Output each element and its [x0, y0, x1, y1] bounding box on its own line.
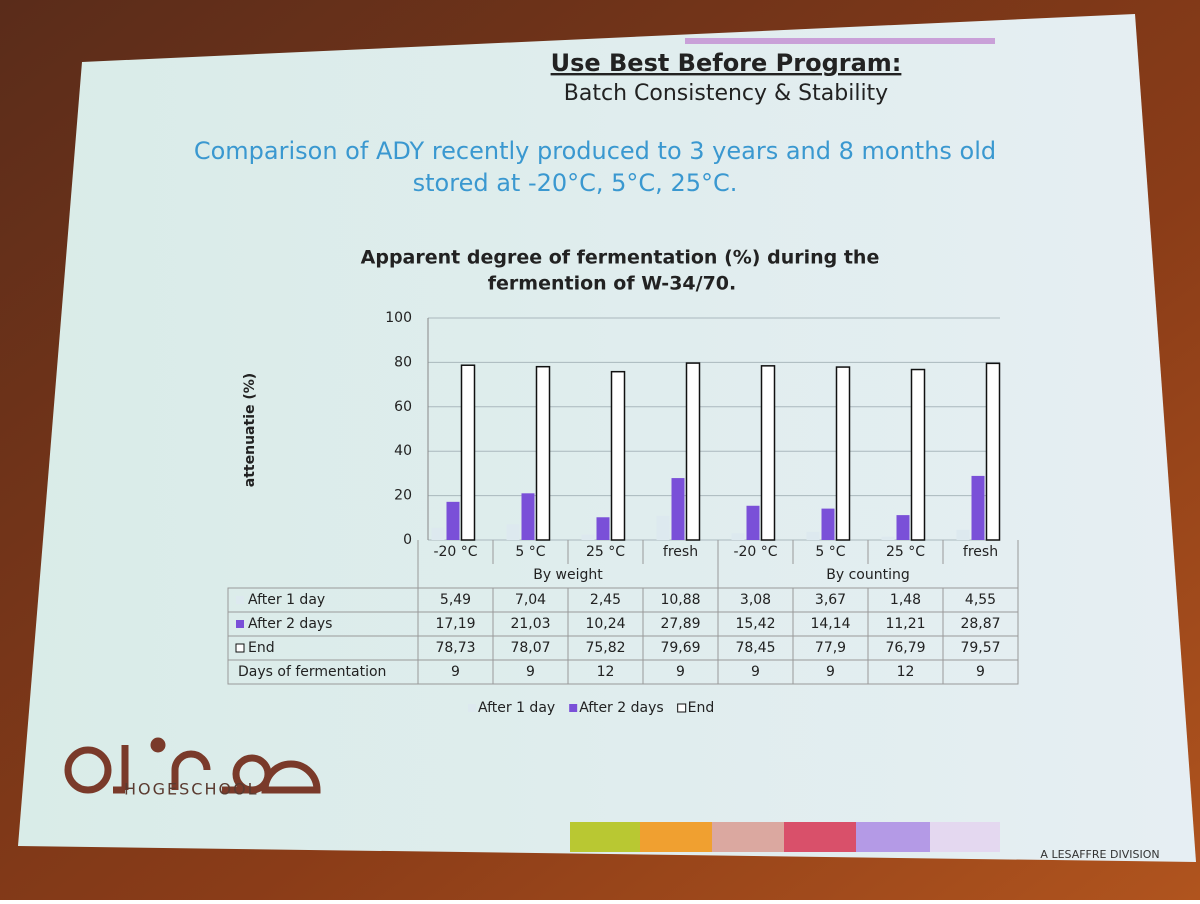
y-axis-label: attenuatie (%) — [242, 373, 258, 487]
x-tick-label: -20 °C — [433, 544, 477, 560]
group-label: By counting — [826, 567, 910, 583]
bar — [656, 515, 670, 540]
table-cell: 9 — [451, 664, 460, 680]
legend-swatch — [569, 704, 578, 712]
group-label: By weight — [533, 567, 603, 583]
bar — [956, 529, 970, 540]
subtitle: stored at -20°C, 5°C, 25°C. — [413, 169, 738, 197]
bar — [910, 368, 926, 541]
table-cell: 12 — [597, 664, 615, 680]
table-cell: 5,49 — [440, 592, 471, 608]
table-cell: 1,48 — [890, 592, 921, 608]
legend-swatch — [236, 596, 244, 604]
table-cell: 2,45 — [590, 592, 621, 608]
table-cell: 9 — [526, 664, 535, 680]
table-cell: 75,82 — [585, 640, 625, 656]
color-stripe — [570, 38, 1000, 852]
table-cell: 79,69 — [660, 640, 700, 656]
bar — [971, 475, 985, 540]
table-cell: 17,19 — [435, 616, 475, 632]
table-cell: 76,79 — [885, 640, 925, 656]
x-tick-label: 5 °C — [815, 544, 845, 560]
bar — [671, 478, 685, 540]
bar — [881, 536, 895, 540]
table-cell: 78,73 — [435, 640, 475, 656]
table-cell: 28,87 — [960, 616, 1000, 632]
footer: A LESAFFRE DIVISION — [1040, 848, 1159, 861]
bar — [581, 534, 595, 540]
bar — [685, 362, 701, 541]
legend-swatch — [235, 643, 245, 653]
row-label: End — [248, 640, 275, 656]
table-cell: 11,21 — [885, 616, 925, 632]
bar — [460, 364, 476, 541]
heading: Use Best Before Program: — [551, 49, 902, 77]
legend-swatch — [468, 704, 476, 712]
bar — [596, 517, 610, 540]
legend-swatch — [677, 703, 687, 713]
x-tick-label: fresh — [663, 544, 698, 560]
legend-swatch — [236, 620, 244, 628]
bar — [821, 508, 835, 540]
slide — [18, 14, 1196, 862]
row-label: Days of fermentation — [238, 664, 386, 680]
table-cell: 9 — [826, 664, 835, 680]
table-cell: 9 — [976, 664, 985, 680]
table-cell: 4,55 — [965, 592, 996, 608]
y-tick-label: 20 — [394, 488, 412, 504]
bar — [746, 505, 760, 540]
x-tick-label: -20 °C — [733, 544, 777, 560]
table-cell: 27,89 — [660, 616, 700, 632]
bar — [731, 533, 745, 540]
table-cell: 78,45 — [735, 640, 775, 656]
bar — [431, 527, 445, 540]
legend-label: End — [688, 700, 715, 716]
table-cell: 78,07 — [510, 640, 550, 656]
table-cell: 21,03 — [510, 616, 550, 632]
table-cell: 9 — [751, 664, 760, 680]
table-cell: 77,9 — [815, 640, 846, 656]
table-cell: 3,67 — [815, 592, 846, 608]
table-cell: 10,24 — [585, 616, 625, 632]
table-cell: 10,88 — [660, 592, 700, 608]
bar — [806, 531, 820, 540]
bar — [446, 501, 460, 540]
y-tick-label: 60 — [394, 399, 412, 415]
legend-label: After 1 day — [478, 700, 555, 716]
chart-title: fermention of W-34/70. — [488, 273, 736, 295]
table-cell: 7,04 — [515, 592, 546, 608]
x-tick-label: 25 °C — [586, 544, 625, 560]
y-tick-label: 0 — [403, 532, 412, 548]
bar — [760, 365, 776, 541]
bar — [896, 515, 910, 540]
subtitle: Comparison of ADY recently produced to 3… — [194, 137, 996, 165]
subheading: Batch Consistency & Stability — [564, 81, 888, 106]
row-label: After 1 day — [248, 592, 325, 608]
y-tick-label: 100 — [385, 310, 412, 326]
bar — [985, 362, 1001, 541]
table-cell: 14,14 — [810, 616, 850, 632]
logo-text: HOGESCHOOL — [124, 780, 259, 799]
bar — [521, 493, 535, 540]
table-cell: 9 — [676, 664, 685, 680]
x-tick-label: fresh — [963, 544, 998, 560]
y-tick-label: 40 — [394, 443, 412, 459]
x-tick-label: 25 °C — [886, 544, 925, 560]
row-label: After 2 days — [248, 616, 332, 632]
x-tick-label: 5 °C — [515, 544, 545, 560]
bar — [535, 365, 551, 541]
chart-title: Apparent degree of fermentation (%) duri… — [361, 247, 880, 269]
y-tick-label: 80 — [394, 354, 412, 370]
bar — [610, 370, 626, 541]
table-cell: 79,57 — [960, 640, 1000, 656]
logo — [64, 737, 321, 794]
bar — [835, 366, 851, 541]
table-cell: 15,42 — [735, 616, 775, 632]
legend-label: After 2 days — [579, 700, 663, 716]
table-cell: 3,08 — [740, 592, 771, 608]
bar — [506, 524, 520, 540]
table-cell: 12 — [897, 664, 915, 680]
